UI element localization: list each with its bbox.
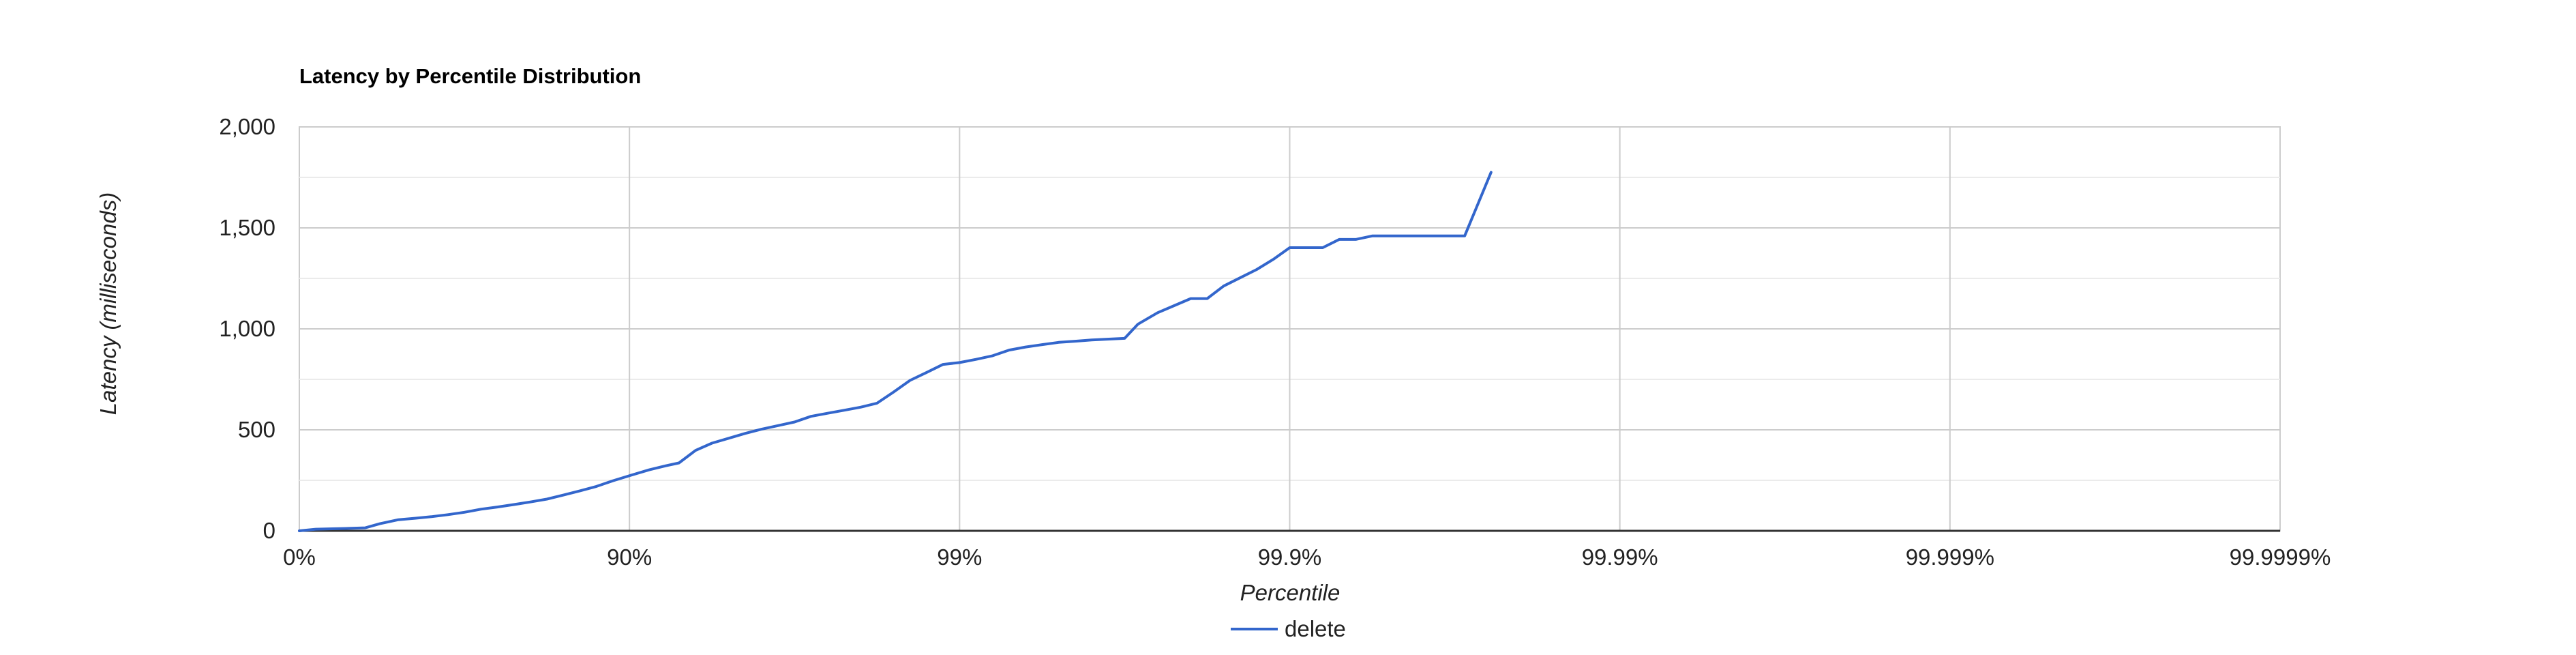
legend: delete — [1231, 616, 1346, 641]
x-tick-label: 99.999% — [1906, 544, 1994, 570]
x-axis-title: Percentile — [1240, 580, 1341, 605]
series-line-delete — [298, 171, 1493, 532]
x-tick-label: 99.9% — [1258, 544, 1322, 570]
gridlines — [299, 126, 2281, 532]
y-axis-title: Latency (milliseconds) — [95, 192, 121, 415]
x-axis-ticks: 0% 90% 99% 99.9% 99.99% 99.999% 99.9999% — [283, 544, 2331, 570]
series-lines — [298, 171, 1493, 532]
x-tick-label: 99.99% — [1582, 544, 1658, 570]
x-tick-label: 90% — [607, 544, 652, 570]
y-tick-label: 2,000 — [219, 114, 275, 139]
chart-title: Latency by Percentile Distribution — [299, 64, 641, 88]
y-axis-ticks: 0 500 1,000 1,500 2,000 — [219, 114, 275, 543]
y-tick-label: 0 — [263, 518, 275, 543]
y-tick-label: 500 — [238, 417, 275, 442]
y-tick-label: 1,000 — [219, 316, 275, 341]
x-tick-label: 0% — [283, 544, 316, 570]
y-tick-label: 1,500 — [219, 215, 275, 240]
x-tick-label: 99.9999% — [2230, 544, 2331, 570]
x-tick-label: 99% — [937, 544, 982, 570]
legend-label-delete: delete — [1285, 616, 1346, 641]
